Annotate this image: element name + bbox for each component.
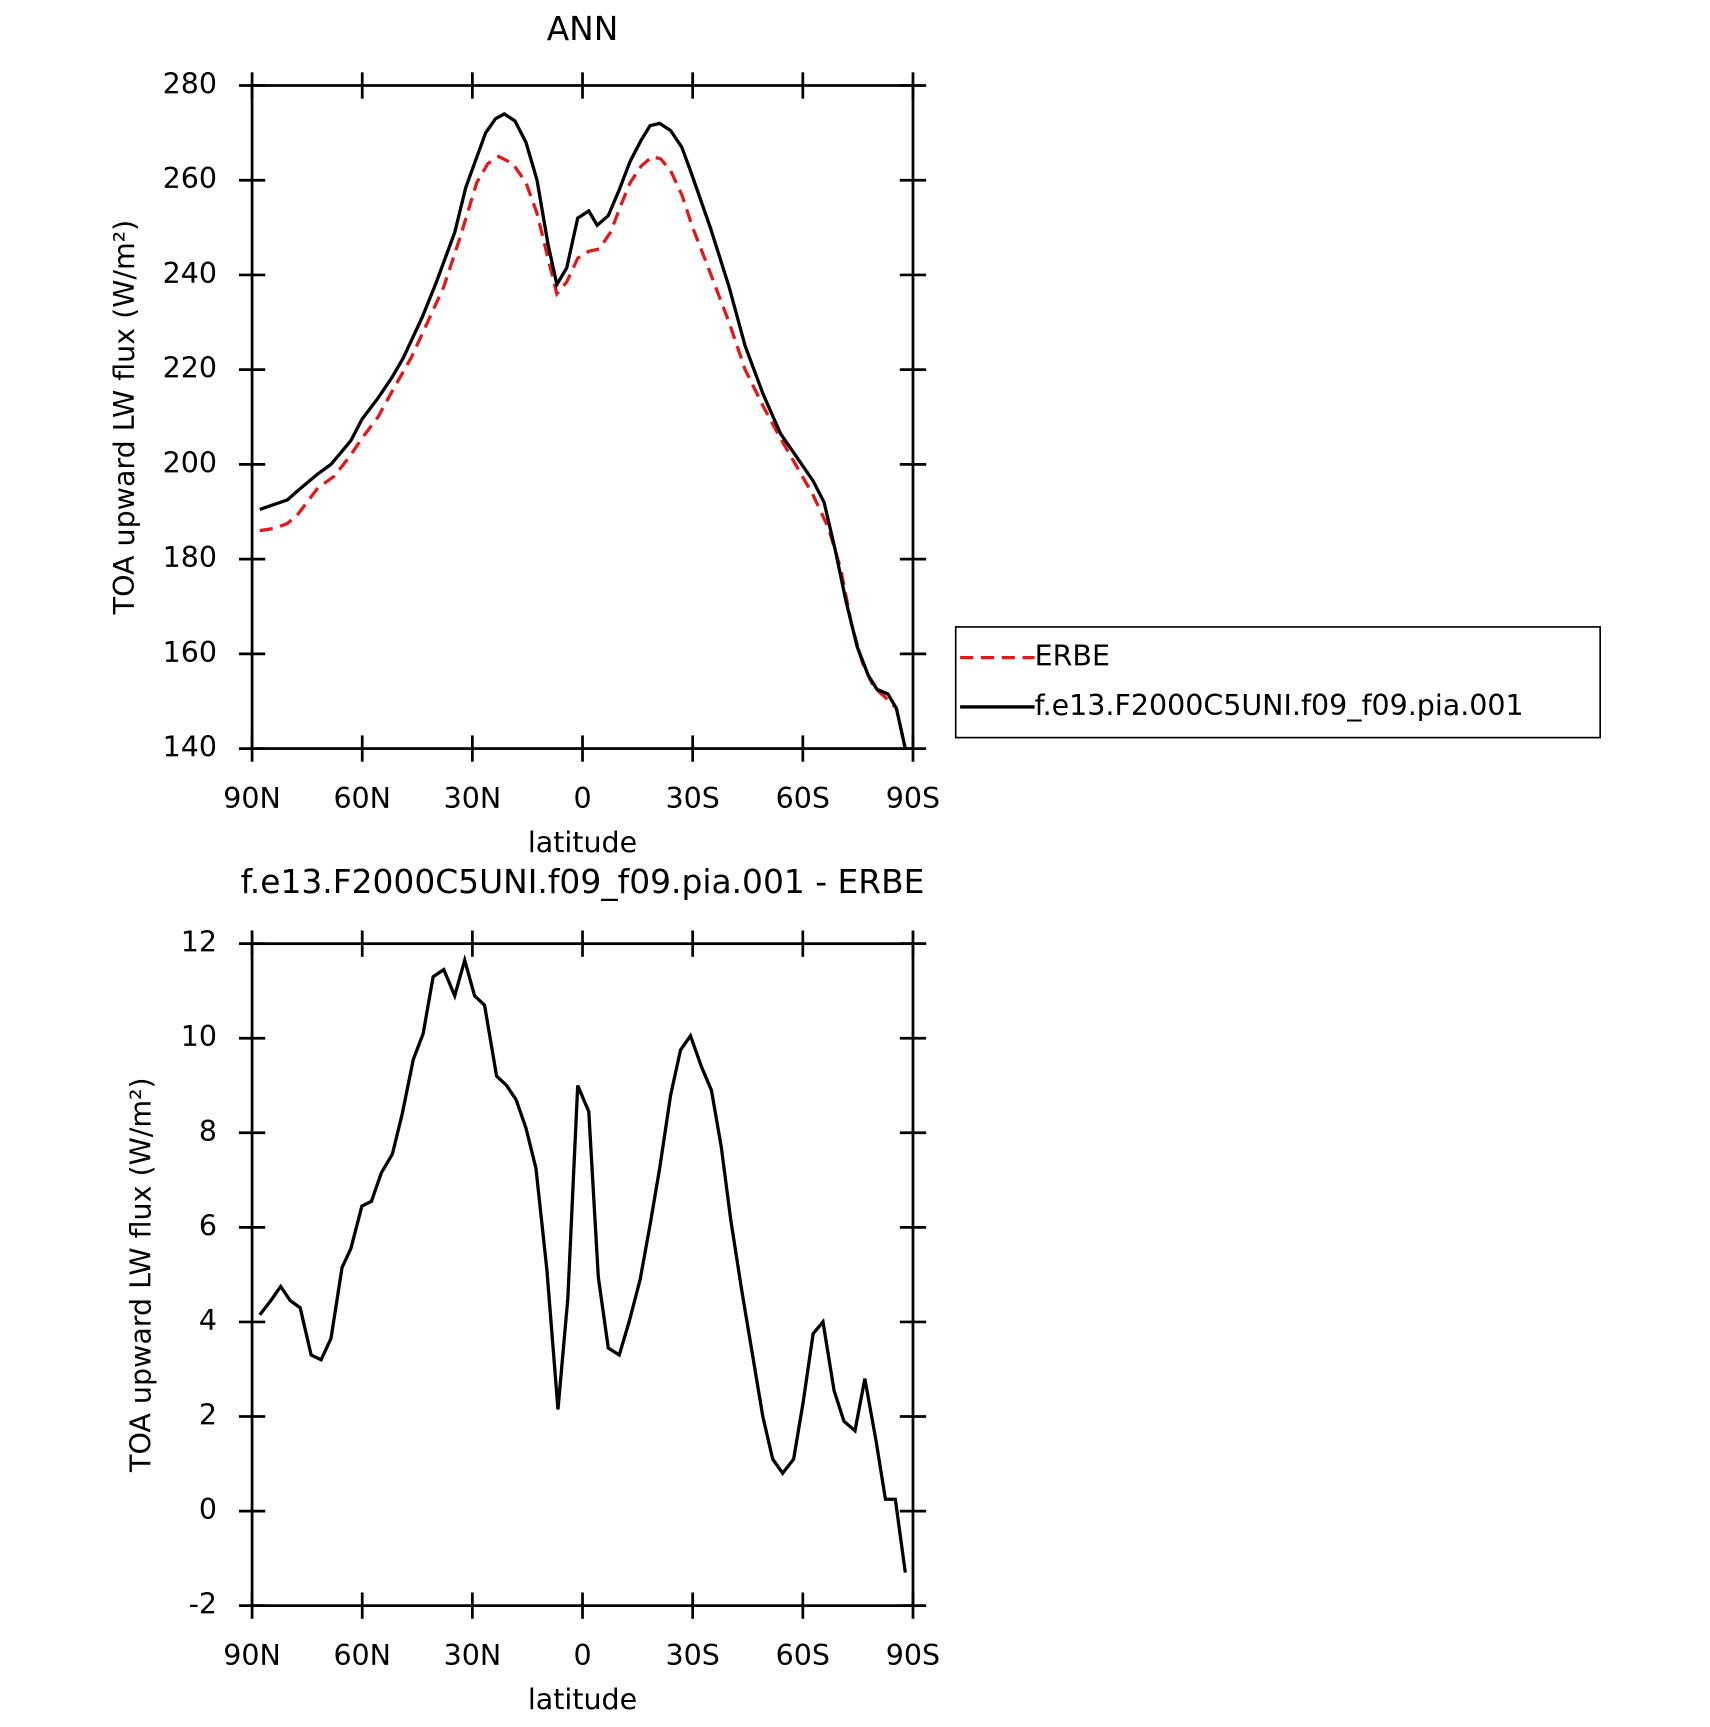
y-tick-label: 0 [199,1493,217,1526]
y-tick-label: 200 [163,446,217,479]
y-tick-label: 260 [163,162,217,195]
x-tick-label: 30S [666,1639,720,1672]
legend: ERBE f.e13.F2000C5UNI.f09_f09.pia.001 [954,626,1601,739]
x-tick-label: 90N [223,782,281,815]
x-axis-label: latitude [528,826,637,859]
chart-title: ANN [547,9,619,48]
x-tick-label: 60N [333,782,391,815]
y-tick-label: 2 [199,1399,217,1432]
y-tick-label: 140 [163,731,217,764]
y-tick-label: 280 [163,67,217,100]
chart-title: f.e13.F2000C5UNI.f09_f09.pia.001 - ERBE [241,862,925,901]
x-tick-label: 90S [886,1639,940,1672]
x-tick-label: 60S [776,782,830,815]
y-axis-label: TOA upward LW flux (W/m²) [108,220,141,616]
figure-body: ANN latitude TOA upward LW flux (W/m²) 90N 6… [108,9,1601,1716]
legend-box [954,626,1601,739]
x-tick-label: 90S [886,782,940,815]
plot-frame [250,84,915,750]
y-tick-label: 4 [199,1304,217,1337]
y-tick-label: 220 [163,352,217,385]
x-axis-label: latitude [528,1683,637,1716]
y-tick-label: 160 [163,636,217,669]
x-tick-label: 30S [666,782,720,815]
plot-frame [250,942,915,1608]
x-tick-label: 60S [776,1639,830,1672]
x-tick-label: 0 [573,782,591,815]
y-tick-label: 180 [163,541,217,574]
x-tick-label: 60N [333,1639,391,1672]
x-tick-label: 30N [444,782,502,815]
y-tick-label: 10 [181,1020,217,1053]
y-axis-label: TOA upward LW flux (W/m²) [124,1077,157,1473]
legend-label: ERBE [1035,640,1110,673]
series-line [258,954,907,1573]
y-tick-label: 8 [199,1115,217,1148]
x-tick-label: 0 [573,1639,591,1672]
x-tick-label: 90N [223,1639,281,1672]
legend-label: f.e13.F2000C5UNI.f09_f09.pia.001 [1035,689,1524,722]
x-tick-label: 30N [444,1639,502,1672]
y-tick-label: 6 [199,1209,217,1242]
y-tick-label: 12 [181,926,217,959]
y-tick-label: -2 [189,1588,217,1621]
y-tick-label: 240 [163,257,217,290]
series-line [259,111,907,749]
series-line [259,154,907,749]
